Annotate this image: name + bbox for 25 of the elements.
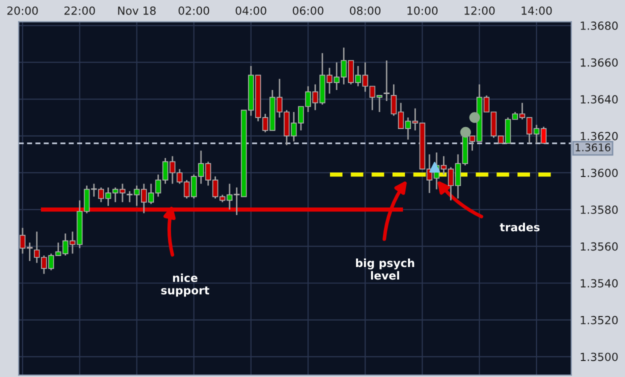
y-tick-label: 1.3640 xyxy=(580,95,618,104)
y-tick-label: 1.3620 xyxy=(580,132,618,140)
candlestick xyxy=(384,60,390,102)
annotation: trades xyxy=(500,222,540,232)
x-tick-label: 10:00 xyxy=(408,6,438,15)
ref-line-label: 1.3616 xyxy=(576,143,610,152)
y-tick-label: 1.3560 xyxy=(580,242,618,251)
x-tick-label: 22:00 xyxy=(64,6,95,15)
y-tick-label: 1.3680 xyxy=(580,22,618,30)
x-tick-label: 12:00 xyxy=(464,6,495,15)
x-tick-label: 04:00 xyxy=(236,6,266,15)
y-tick-label: 1.3520 xyxy=(580,316,618,324)
y-tick-label: 1.3660 xyxy=(580,58,618,67)
x-tick-label: 02:00 xyxy=(178,6,210,15)
x-tick-label: 20:00 xyxy=(7,6,38,15)
y-tick-label: 1.3540 xyxy=(580,279,618,288)
y-tick-label: 1.3600 xyxy=(580,168,618,178)
y-tick-label: 1.3580 xyxy=(580,206,618,214)
annotation: nice support xyxy=(161,273,210,297)
x-tick-label: 14:00 xyxy=(522,6,552,15)
annotation: big psych level xyxy=(356,258,414,280)
y-tick-label: 1.3500 xyxy=(580,352,618,362)
x-tick-label: 06:00 xyxy=(292,6,324,15)
x-tick-label: 08:00 xyxy=(350,6,380,15)
x-tick-label: Nov 18 xyxy=(118,6,156,15)
